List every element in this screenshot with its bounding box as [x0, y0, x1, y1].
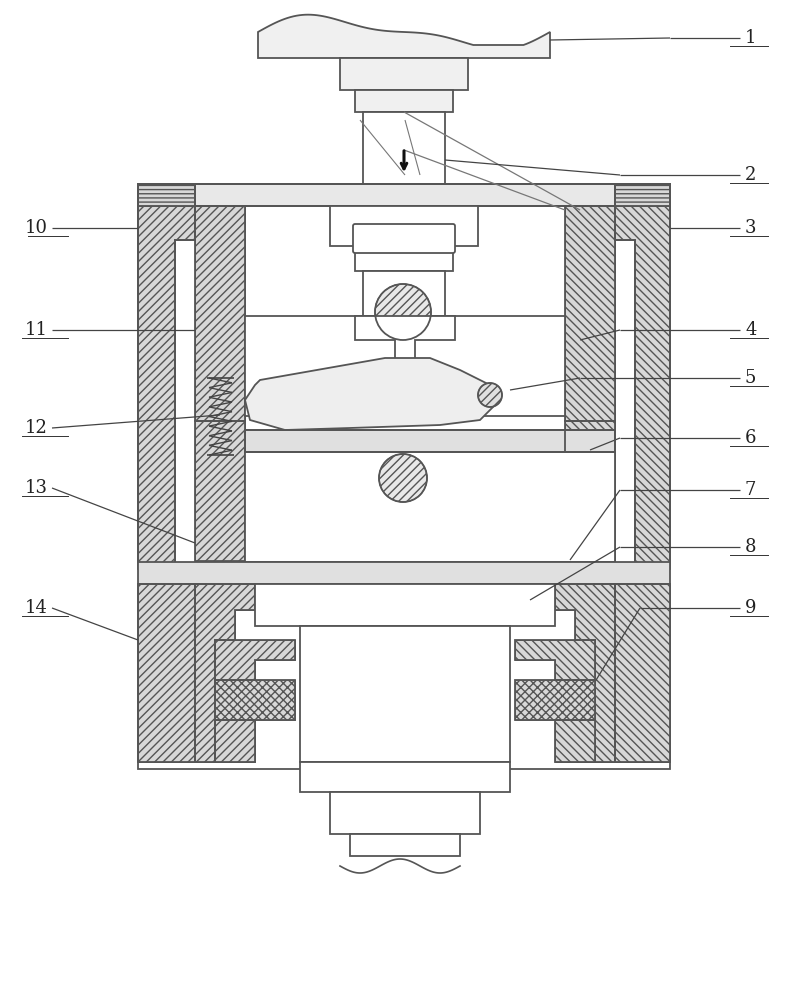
Bar: [138, 184, 670, 206]
Text: 14: 14: [25, 599, 48, 617]
Bar: [245, 430, 615, 452]
Text: 5: 5: [745, 369, 756, 387]
Bar: [363, 271, 445, 316]
Bar: [138, 584, 670, 769]
Text: 13: 13: [25, 479, 48, 497]
Text: 1: 1: [745, 29, 756, 47]
Polygon shape: [215, 640, 295, 680]
Bar: [255, 584, 555, 626]
Bar: [565, 206, 615, 421]
Bar: [245, 316, 565, 416]
Text: 6: 6: [745, 429, 756, 447]
Bar: [245, 430, 615, 452]
Bar: [565, 421, 615, 561]
Text: 11: 11: [25, 321, 48, 339]
Bar: [195, 206, 245, 421]
Bar: [363, 112, 445, 184]
Bar: [565, 421, 615, 561]
Bar: [138, 562, 670, 584]
Circle shape: [478, 383, 502, 407]
Text: 9: 9: [745, 599, 756, 617]
Polygon shape: [515, 640, 595, 680]
Bar: [195, 421, 245, 561]
Text: 10: 10: [25, 219, 48, 237]
Bar: [355, 90, 453, 112]
Polygon shape: [355, 316, 455, 360]
Text: 7: 7: [745, 481, 756, 499]
Bar: [340, 58, 468, 90]
Text: 4: 4: [745, 321, 756, 339]
Circle shape: [375, 284, 431, 340]
Bar: [300, 626, 510, 762]
Text: 12: 12: [25, 419, 48, 437]
Text: 8: 8: [745, 538, 756, 556]
Polygon shape: [515, 680, 595, 720]
Polygon shape: [195, 584, 255, 762]
Bar: [355, 246, 453, 271]
Text: 2: 2: [745, 166, 756, 184]
Polygon shape: [555, 720, 595, 762]
Polygon shape: [615, 184, 670, 565]
Polygon shape: [615, 584, 670, 762]
Polygon shape: [555, 584, 615, 762]
Polygon shape: [215, 680, 295, 720]
Bar: [195, 206, 245, 421]
Bar: [330, 792, 480, 834]
Bar: [565, 206, 615, 421]
Bar: [300, 762, 510, 792]
Bar: [138, 184, 670, 569]
FancyBboxPatch shape: [353, 224, 455, 253]
Bar: [195, 184, 615, 206]
Polygon shape: [258, 15, 550, 58]
Bar: [195, 421, 245, 561]
Bar: [330, 206, 478, 246]
Polygon shape: [215, 720, 255, 762]
Circle shape: [379, 454, 427, 502]
Polygon shape: [138, 584, 195, 762]
Text: 3: 3: [745, 219, 756, 237]
Bar: [350, 834, 460, 856]
Polygon shape: [138, 184, 195, 565]
Polygon shape: [245, 358, 500, 430]
Bar: [245, 452, 615, 562]
Bar: [195, 184, 615, 206]
Bar: [138, 184, 670, 206]
